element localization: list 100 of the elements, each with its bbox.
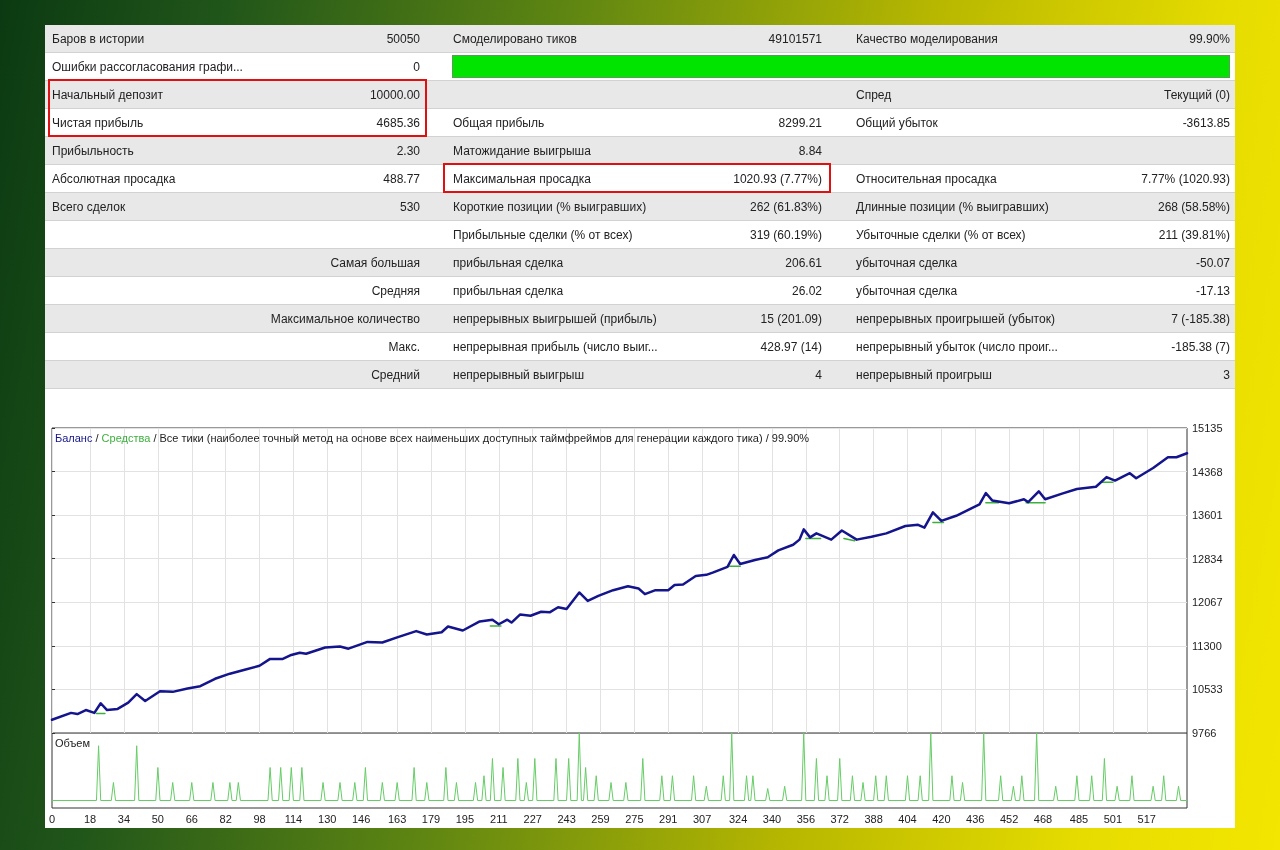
text: 1020.93 (7.77%) [733,172,822,186]
text: 7.77% (1020.93) [1141,172,1230,186]
text: Баланс [55,431,93,444]
text: 319 (60.19%) [749,228,822,242]
text: убыточная сделка [856,284,958,298]
text: Относительная просадка [856,172,997,186]
text: Матожидание выигрыша [453,144,591,158]
text: 7 (-185.38) [1171,312,1230,326]
text: 10000.00 [369,88,420,102]
text: Самая большая [330,256,420,270]
text: 26.02 [791,284,822,298]
x-tick-label: 485 [1069,812,1089,825]
text: 50050 [386,32,420,46]
x-tick-label: 517 [1137,812,1156,825]
x-tick-label: 501 [1103,812,1123,825]
x-tick-label: 34 [117,812,131,825]
text: Максимальная просадка [453,172,591,186]
text: непрерывный выигрыш [453,368,585,382]
x-tick-label: 195 [455,812,475,825]
x-tick-label: 227 [523,812,542,825]
text: Смоделировано тиков [453,32,577,46]
text: 0 [413,60,420,74]
text: Всего сделок [52,200,126,214]
x-tick-label: 307 [692,812,712,825]
x-tick-label: 114 [284,812,303,825]
text: 8299.21 [778,116,822,130]
text: Качество моделирования [856,32,998,46]
text: Начальный депозит [52,88,163,102]
text: прибыльная сделка [453,284,564,298]
text: Баров в истории [52,32,145,46]
text: 206.61 [785,256,822,270]
x-tick-label: 452 [999,812,1019,825]
x-tick-label: 340 [762,812,782,825]
text: убыточная сделка [856,256,958,270]
text: Ошибки рассогласования графи... [52,60,243,74]
x-tick-label: 324 [728,812,748,825]
chart-title: Объем [55,736,91,749]
text: 99.90% [1189,32,1230,46]
x-tick-label: 275 [625,812,644,825]
x-tick-label: 436 [966,812,985,825]
y-tick-label: 14368 [1192,465,1223,478]
text: Чистая прибыль [52,116,144,130]
text: Абсолютная просадка [52,172,176,186]
text: Убыточные сделки (% от всех) [856,228,1026,242]
y-tick-label: 12067 [1192,596,1223,609]
text: непрерывная прибыль (число выиг... [453,340,658,354]
y-tick-label: 10533 [1192,683,1223,696]
x-tick-label: 211 [490,812,508,825]
text: -50.07 [1195,256,1230,270]
text: 3 [1223,368,1230,382]
text: 49101571 [768,32,822,46]
x-tick-label: 82 [219,812,232,825]
text: Макс. [388,340,420,354]
y-tick-label: 12834 [1192,552,1223,565]
text: 428.97 (14) [760,340,822,354]
x-tick-label: 66 [185,812,198,825]
line-series [50,452,1189,721]
x-tick-label: 130 [318,812,337,825]
x-tick-label: 372 [830,812,849,825]
text: Средняя [371,284,420,298]
text: Прибыльные сделки (% от всех) [453,228,633,242]
text: -3613.85 [1182,116,1230,130]
x-tick-label: 0 [48,812,56,825]
text: 4 [815,368,822,382]
text: Прибыльность [52,144,134,158]
x-tick-label: 146 [351,812,371,825]
text: Средний [371,368,420,382]
x-tick-label: 468 [1033,812,1053,825]
x-tick-label: 179 [421,812,441,825]
x-tick-label: 18 [83,812,97,825]
x-tick-label: 243 [557,812,576,825]
text: Общий убыток [856,116,938,130]
text: Максимальное количество [270,312,420,326]
text: 488.77 [383,172,420,186]
text: прибыльная сделка [453,256,564,270]
y-tick-label: 11300 [1192,639,1222,652]
text: 211 (39.81%) [1158,228,1230,242]
x-tick-label: 388 [864,812,883,825]
text: Спред [856,88,892,102]
x-tick-label: 163 [387,812,407,825]
x-tick-label: 356 [796,812,816,825]
annotation: / [92,431,102,444]
text: 2.30 [396,144,420,158]
text: 268 (58.58%) [1157,200,1230,214]
y-tick-label: 15135 [1192,422,1223,434]
text: Короткие позиции (% выигравших) [453,200,647,214]
text: 15 (201.09) [760,312,822,326]
x-tick-label: 404 [898,812,917,825]
text: непрерывный проигрыш [856,368,992,382]
x-tick-label: 50 [151,812,164,825]
chart-title: / Все тики (наиболее точный метод на основе всех наименьших доступных таймфреймов для генерации каждого тика) / 99.90% [150,431,810,444]
x-tick-label: 291 [659,812,678,825]
text: -17.13 [1195,284,1230,298]
text: Общая прибыль [453,116,545,130]
y-tick-label: 9766 [1192,727,1217,739]
text: Текущий (0) [1164,88,1230,102]
x-tick-label: 259 [591,812,610,825]
text: Средства [101,431,152,444]
x-tick-label: 98 [253,812,266,825]
text: -185.38 (7) [1171,340,1230,354]
